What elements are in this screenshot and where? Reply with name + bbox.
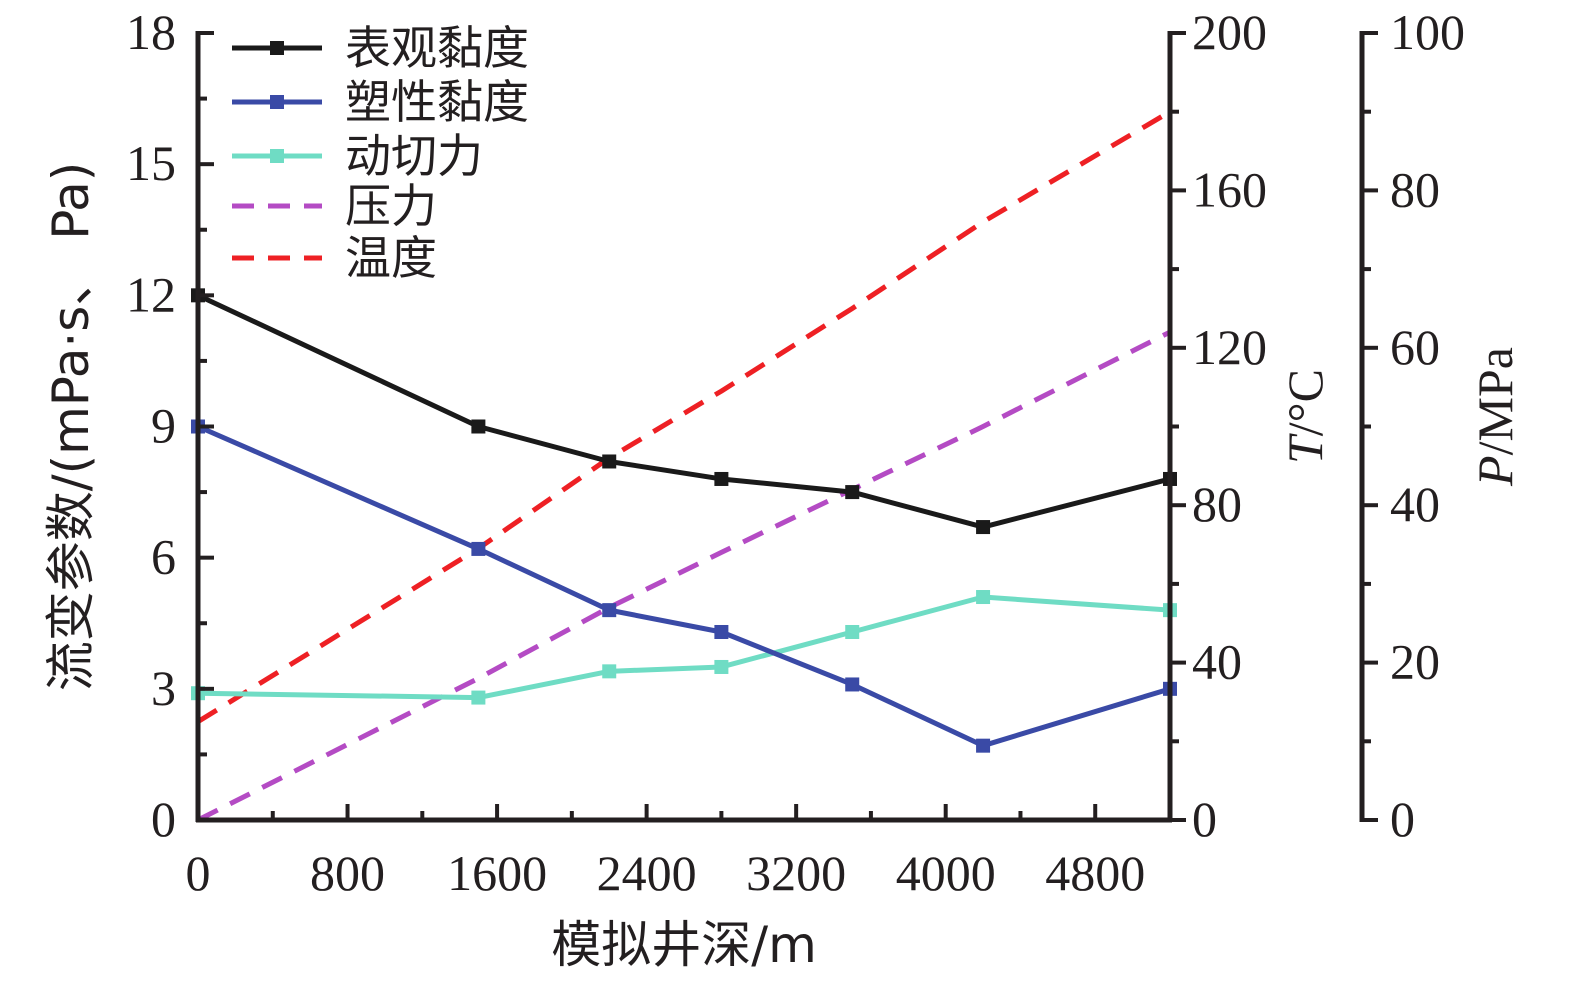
x-tick-label: 4000 [896, 845, 996, 901]
left-y-tick-label: 3 [151, 660, 176, 716]
left-y-tick-label: 6 [151, 529, 176, 585]
temperature-tick-label: 40 [1192, 634, 1242, 690]
x-tick-label: 2400 [597, 845, 697, 901]
legend-label-temperature: 温度 [345, 231, 437, 285]
pressure-tick-label: 100 [1390, 4, 1465, 60]
plastic-viscosity-point [714, 624, 729, 639]
left-y-tick-label: 0 [151, 791, 176, 847]
pressure-tick-label: 80 [1390, 161, 1440, 217]
temperature-tick-label: 120 [1192, 319, 1267, 375]
temperature-tick-label: 80 [1192, 476, 1242, 532]
temperature-tick-label: 160 [1192, 161, 1267, 217]
plastic-viscosity-point [845, 677, 860, 692]
legend-label-pressure: 压力 [345, 179, 437, 233]
legend-marker-apparent-viscosity [270, 41, 284, 55]
apparent-viscosity-point [602, 454, 617, 469]
plastic-viscosity-point [976, 738, 991, 753]
pressure-tick-label: 60 [1390, 319, 1440, 375]
legend-marker-plastic-viscosity [270, 95, 284, 109]
legend-label-apparent-viscosity: 表观黏度 [345, 21, 529, 75]
yield-point-line [197, 594, 1171, 701]
temperature-line [196, 109, 1172, 724]
x-tick-label: 1600 [447, 845, 547, 901]
left-y-tick-label: 15 [126, 135, 176, 191]
pressure-tick-label: 0 [1390, 791, 1415, 847]
legend-marker-yield-point [270, 149, 284, 163]
yield-point-point [471, 690, 486, 705]
yield-point-point [976, 590, 991, 605]
yield-point-point [845, 624, 860, 639]
plot-lines [191, 109, 1177, 823]
yield-point-point [602, 664, 617, 679]
legend-label-plastic-viscosity: 塑性黏度 [345, 75, 529, 129]
yield-point-point [714, 659, 729, 674]
apparent-viscosity-point [471, 419, 486, 434]
left-y-tick-label: 9 [151, 398, 176, 454]
pressure-line [196, 329, 1172, 823]
pressure-tick-label: 40 [1390, 476, 1440, 532]
temperature-axis-title: T/°C [1277, 369, 1333, 464]
apparent-viscosity-point [845, 485, 860, 500]
left-y-tick-label: 18 [126, 4, 176, 60]
axes: 0 800 1600 2400 3200 4000 48000369121518040801… [42, 4, 1523, 974]
plastic-viscosity-point [602, 603, 617, 618]
x-tick-label: 800 [310, 845, 385, 901]
x-tick-label: 3200 [746, 845, 846, 901]
left-y-tick-label: 12 [126, 266, 176, 322]
pressure-tick-label: 20 [1390, 634, 1440, 690]
apparent-viscosity-point [714, 471, 729, 486]
legend-label-yield-point: 动切力 [345, 129, 483, 183]
apparent-viscosity-point [976, 520, 991, 535]
pressure-axis-title: P/MPa [1467, 347, 1523, 487]
left-y-axis-title: 流变参数/(mPa·s、 Pa) [42, 162, 100, 692]
x-tick-label: 0 [186, 845, 211, 901]
temperature-tick-label: 0 [1192, 791, 1217, 847]
x-tick-label: 4800 [1045, 845, 1145, 901]
plastic-viscosity-point [471, 541, 486, 556]
x-axis-title: 模拟井深/m [551, 916, 817, 974]
temperature-tick-label: 200 [1192, 4, 1267, 60]
